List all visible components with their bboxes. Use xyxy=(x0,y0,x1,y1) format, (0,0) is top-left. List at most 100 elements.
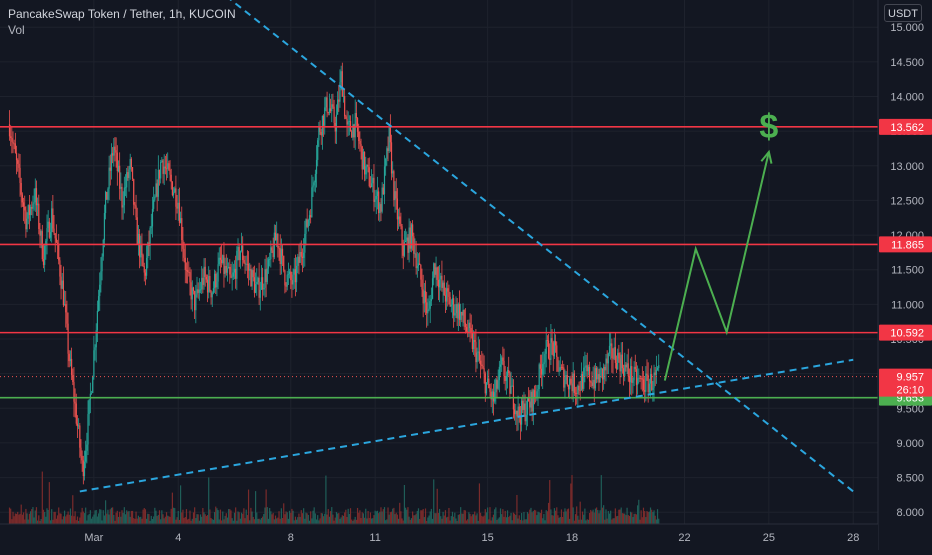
candle-body xyxy=(89,393,91,400)
volume-bar xyxy=(393,507,395,524)
volume-bar xyxy=(462,513,464,524)
candle-body xyxy=(594,368,597,389)
candle-body xyxy=(487,378,489,383)
candle-body xyxy=(287,274,290,275)
currency-selector[interactable]: USDT xyxy=(884,4,922,22)
candle-body xyxy=(403,242,406,256)
candle-body xyxy=(598,374,600,383)
volume-bar xyxy=(211,519,213,524)
candle-body xyxy=(113,146,115,156)
volume-indicator-label[interactable]: Vol xyxy=(8,23,25,37)
volume-bar xyxy=(610,510,612,524)
candle-body xyxy=(296,265,298,283)
candle-body xyxy=(331,104,333,112)
candle-body xyxy=(444,295,447,302)
candle-body xyxy=(424,290,427,303)
volume-bar xyxy=(371,518,373,524)
candle-body xyxy=(69,358,72,362)
candle-body xyxy=(333,106,335,123)
candle-body xyxy=(346,118,348,125)
time-tick-label: 18 xyxy=(566,532,578,544)
volume-bar xyxy=(175,519,177,524)
volume-bar xyxy=(510,512,512,524)
candle-body xyxy=(590,381,592,383)
volume-bar xyxy=(63,510,66,524)
last-price-tag xyxy=(879,368,932,397)
price-tick-label: 9.500 xyxy=(896,403,924,415)
candle-body xyxy=(605,358,607,371)
candle-body xyxy=(499,364,502,367)
volume-bar xyxy=(627,515,629,524)
candle-body xyxy=(151,208,154,227)
candle-body xyxy=(306,219,308,227)
volume-bar xyxy=(397,518,400,524)
candle-body xyxy=(299,251,301,263)
volume-bar xyxy=(217,510,219,524)
volume-bar xyxy=(146,518,148,524)
volume-bar xyxy=(340,517,342,524)
volume-bar xyxy=(126,510,128,524)
volume-bar xyxy=(238,512,240,524)
price-tick-label: 13.000 xyxy=(890,161,924,173)
symbol-title[interactable]: PancakeSwap Token / Tether, 1h, KUCOIN xyxy=(8,7,236,21)
candle-body xyxy=(328,108,331,113)
candle-body xyxy=(290,271,292,281)
candle-body xyxy=(260,277,263,290)
volume-series xyxy=(8,471,660,524)
candle-body xyxy=(44,245,46,265)
candle-body xyxy=(611,343,613,358)
candle-body xyxy=(503,360,505,376)
volume-bar xyxy=(603,505,605,524)
volume-bar xyxy=(121,510,123,524)
candle-body xyxy=(103,213,106,240)
volume-bar xyxy=(505,517,507,524)
candle-body xyxy=(437,279,440,288)
candle-body xyxy=(559,367,561,371)
candle-body xyxy=(386,148,388,159)
chart-legend: PancakeSwap Token / Tether, 1h, KUCOIN V… xyxy=(8,6,236,38)
time-tick-label: 11 xyxy=(369,532,380,544)
candle-body xyxy=(570,378,572,384)
candle-body xyxy=(606,358,608,364)
volume-bar xyxy=(59,513,61,524)
candle-body xyxy=(68,353,70,362)
candle-body xyxy=(42,259,45,265)
volume-bar xyxy=(37,520,39,524)
candle-body xyxy=(518,406,520,418)
candle-body xyxy=(428,308,430,310)
candle-body xyxy=(587,366,590,372)
volume-bar xyxy=(68,514,70,524)
volume-bar xyxy=(614,508,616,524)
volume-bar xyxy=(71,515,73,524)
volume-bar xyxy=(337,513,339,524)
volume-bar xyxy=(228,509,230,524)
volume-bar xyxy=(74,511,76,524)
volume-bar xyxy=(65,516,67,524)
candle-body xyxy=(450,304,452,307)
volume-bar xyxy=(292,510,294,524)
volume-bar xyxy=(88,513,90,524)
candle-body xyxy=(511,385,513,387)
candle-body xyxy=(263,287,265,290)
volume-bar xyxy=(110,507,113,524)
volume-bar xyxy=(379,511,381,524)
volume-bar xyxy=(634,513,636,524)
candle-body xyxy=(276,234,278,241)
volume-bar xyxy=(113,514,115,524)
volume-bar xyxy=(306,513,308,524)
candle-body xyxy=(406,237,408,241)
volume-bar xyxy=(456,520,458,524)
candle-body xyxy=(239,251,241,261)
volume-bar xyxy=(347,508,349,524)
volume-bar xyxy=(329,511,332,524)
candle-body xyxy=(85,450,87,462)
volume-bar xyxy=(315,519,318,524)
candle-body xyxy=(288,271,291,275)
candle-body xyxy=(170,174,172,183)
candle-body xyxy=(28,205,31,215)
candle-body xyxy=(612,357,614,359)
candle-body xyxy=(530,391,532,408)
candle-body xyxy=(156,183,158,197)
